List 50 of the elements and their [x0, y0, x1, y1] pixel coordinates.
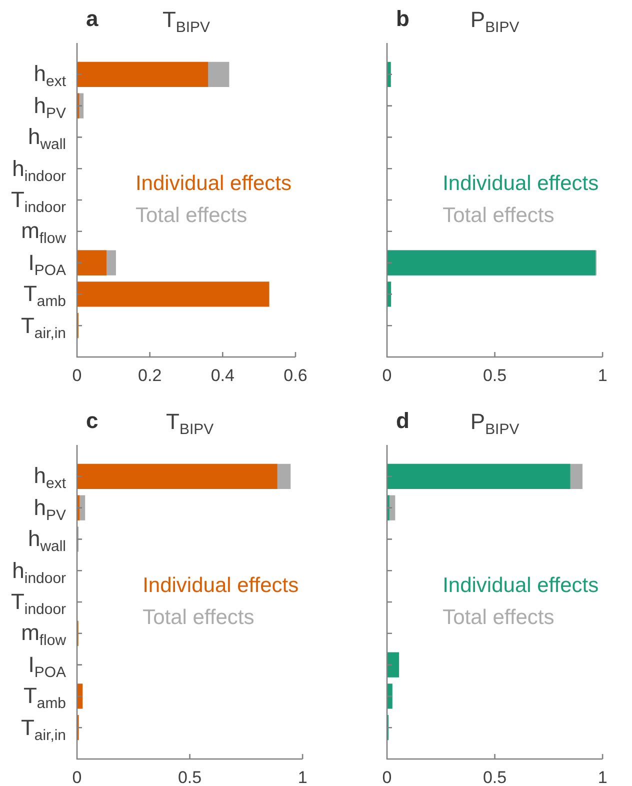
x-tick-label: 0: [382, 768, 392, 786]
series-label: Total effects: [135, 203, 248, 229]
text: b: [396, 6, 410, 31]
y-tick-label: I$_{POA}$: [28, 250, 66, 279]
chart-title: P$_{BIPV}$: [470, 7, 520, 36]
y-tick-label: T$_{amb}$: [23, 683, 66, 712]
y-tick-label: h$_{indoor}$: [12, 156, 66, 184]
y-tick-label: T$_{air,in}$: [20, 312, 66, 342]
text: Total effects: [442, 605, 556, 631]
y-tick-label: h$_{PV}$: [34, 494, 66, 524]
text: Individual effects: [142, 573, 299, 599]
x-tick-label: 1: [298, 768, 308, 786]
y-tick-label: T$_{amb}$: [23, 281, 66, 310]
y-tick-label: T$_{air,in}$: [20, 714, 66, 744]
series-label: Total effects: [442, 203, 556, 229]
x-tick-label: 0.6: [284, 366, 308, 385]
y-tick-label: m$_{flow}$: [21, 218, 66, 248]
text: d: [396, 408, 410, 433]
text: c: [86, 408, 98, 433]
text: a: [86, 6, 98, 31]
y-tick-label: T$_{indoor}$: [10, 187, 66, 216]
x-tick-label: 0: [72, 768, 82, 786]
y-tick-label: h$_{wall}$: [28, 526, 66, 555]
text: Individual effects: [135, 171, 292, 197]
y-tick-label: T$_{indoor}$: [10, 589, 66, 618]
x-tick-label: 0.5: [482, 768, 507, 786]
y-tick-label: I$_{POA}$: [28, 652, 66, 681]
text: Total effects: [142, 605, 256, 631]
x-tick-label: 0.5: [482, 366, 507, 385]
y-tick-label: h$_{indoor}$: [12, 558, 66, 586]
text: Individual effects: [442, 171, 599, 197]
x-tick-label: 1: [598, 366, 608, 385]
y-tick-label: h$_{wall}$: [28, 124, 66, 153]
bar: [387, 652, 400, 678]
x-tick-label: 0.4: [210, 366, 234, 385]
y-tick-label: m$_{flow}$: [21, 620, 66, 650]
x-tick-label: 0: [382, 366, 392, 385]
y-tick-label: h$_{PV}$: [34, 92, 66, 122]
chart-title: T$_{BIPV}$: [166, 409, 214, 438]
chart-title: T$_{BIPV}$: [162, 7, 210, 36]
y-tick-label: h$_{ext}$: [34, 463, 66, 492]
x-tick-label: 1: [598, 768, 608, 786]
x-tick-label: 0.2: [138, 366, 162, 385]
chart-title: P$_{BIPV}$: [470, 409, 520, 438]
x-tick-label: 0.5: [178, 768, 202, 786]
text: Individual effects: [442, 573, 599, 599]
bar: [77, 250, 106, 276]
x-tick-label: 0: [72, 366, 82, 385]
bar: [77, 282, 270, 307]
y-tick-label: h$_{ext}$: [34, 61, 66, 90]
